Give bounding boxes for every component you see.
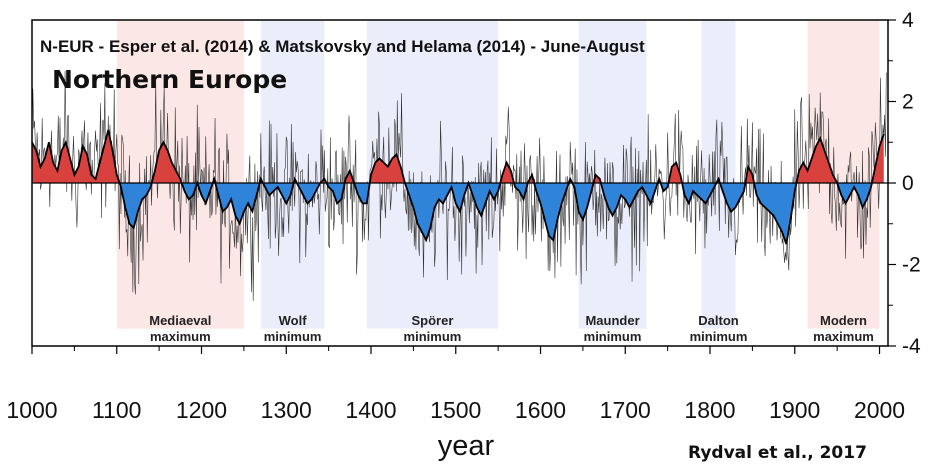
x-tick-label-7: 1700 [600,397,651,423]
period-label-3: Maunder [585,313,639,328]
period-label-2: Spörer [412,313,454,328]
positive-fill-0 [32,130,120,183]
period-bands [116,21,880,329]
period-label-4: Dalton [698,313,739,328]
period-band-0 [116,21,244,329]
period-labels: MediaevalmaximumWolfminimumSpörerminimum… [149,313,874,344]
period-label-0-line2: maximum [150,329,211,344]
x-tick-label-3: 1300 [261,397,312,423]
negative-fill-9 [534,183,569,241]
period-band-3 [578,21,647,329]
anomaly-fills [32,130,884,245]
x-axis: 1000 1100 1200 1300 1400 1500 1600 1700 1800 1900… [6,346,905,423]
y-axis: 4 2 0 -2 -4 [888,9,921,358]
smoothed-series-line [31,129,885,245]
negative-fill-15 [754,183,797,245]
x-tick-label-0: 1000 [6,397,57,423]
positive-fill-6 [344,170,355,183]
period-label-1-line2: minimum [264,329,322,344]
y-tick-label-2: 0 [902,172,914,195]
positive-fill-8 [500,162,514,183]
y-tick-label-0: 4 [902,9,914,32]
chart-title: N-EUR - Esper et al. (2014) & Matskovsky… [40,37,645,56]
credit-text: Rydval et al., 2017 [688,443,867,463]
x-tick-label-10: 2000 [854,397,905,423]
x-tick-label-6: 1600 [515,397,566,423]
positive-fill-16 [796,138,838,183]
y-tick-label-1: 2 [902,91,914,114]
negative-fill-4 [297,183,321,204]
period-label-5: Modern [820,313,867,328]
x-tick-label-2: 1200 [176,397,227,423]
x-tick-label-4: 1400 [345,397,396,423]
period-label-2-line2: minimum [404,329,462,344]
period-band-4 [701,21,736,329]
period-label-0: Mediaeval [149,313,211,328]
negative-fill-10 [572,183,594,220]
x-tick-label-1: 1100 [92,397,141,423]
chart-subtitle: Northern Europe [52,65,287,94]
negative-fill-7 [404,183,500,241]
positive-fill-7 [370,154,405,183]
x-tick-label-9: 1900 [769,397,820,423]
negative-fill-5 [326,183,345,204]
negative-fill-3 [263,183,294,204]
negative-fill-14 [720,183,745,212]
x-tick-label-5: 1500 [430,397,481,423]
period-label-3-line2: minimum [584,329,642,344]
x-axis-label: year [438,430,495,462]
y-tick-label-3: -2 [902,254,921,277]
x-tick-label-8: 1800 [684,397,735,423]
period-label-5-line2: maximum [813,329,874,344]
y-tick-label-4: -4 [902,335,921,358]
period-label-4-line2: minimum [690,329,748,344]
negative-fill-11 [601,183,658,216]
negative-fill-2 [215,183,260,224]
negative-fill-6 [354,183,370,204]
period-label-1: Wolf [279,313,308,328]
